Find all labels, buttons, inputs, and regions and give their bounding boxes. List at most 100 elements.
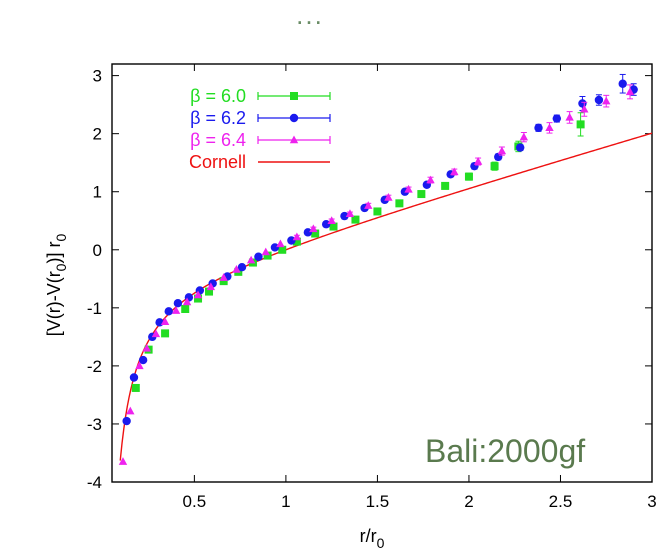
legend-marker-beta64 [257, 135, 331, 144]
data-point-series-2 [602, 96, 611, 105]
data-point-series-2 [384, 193, 393, 201]
y-tick-label: 0 [93, 241, 102, 260]
legend-point [289, 135, 299, 144]
data-point-series-2 [142, 343, 151, 352]
data-point-series-0 [292, 237, 301, 246]
data-point-series-2 [580, 104, 589, 113]
x-tick-label: 3 [647, 492, 656, 511]
data-point-series-1 [321, 220, 331, 229]
data-point-series-2 [219, 273, 228, 281]
data-point-series-0 [131, 383, 140, 392]
data-point-series-0 [205, 287, 214, 296]
legend-marker-beta60 [257, 92, 331, 100]
data-point-series-0 [329, 222, 338, 231]
data-point-series-1 [552, 114, 562, 123]
data-point-series-0 [263, 251, 272, 260]
axis-ticks [112, 64, 653, 483]
data-point-series-2 [327, 216, 336, 224]
data-point-series-2 [519, 132, 529, 141]
data-point-series-2 [232, 265, 241, 273]
data-point-series-2 [625, 87, 635, 96]
data-point-series-0 [576, 120, 585, 129]
y-tick-label: -1 [87, 299, 102, 318]
y-tick-label: 3 [93, 67, 102, 86]
data-point-series-0 [194, 294, 203, 303]
data-point-series-2 [450, 167, 459, 176]
data-point-series-2 [404, 184, 413, 193]
data-point-series-2 [426, 175, 435, 184]
data-point-series-0 [373, 207, 382, 216]
x-tick-label: 1 [281, 492, 290, 511]
y-axis-label: [V(r)-V(r0)] r0 [44, 234, 69, 337]
data-point-series-2 [135, 361, 144, 370]
data-point-series-1 [254, 252, 263, 261]
data-point-series-2 [292, 232, 302, 241]
data-point-series-1 [516, 143, 525, 152]
data-point-series-2 [261, 247, 270, 256]
data-point-series-2 [565, 112, 574, 121]
data-point-series-2 [171, 306, 181, 314]
data-point-series-2 [246, 255, 256, 264]
data-point-series-0 [490, 162, 499, 171]
data-point-series-1 [534, 123, 543, 133]
y-tick-labels: -4 -3 -2 -1 0 1 2 3 [87, 67, 102, 492]
data-point-series-2 [126, 406, 135, 415]
data-point-series-2 [151, 329, 161, 338]
y-tick-label: -3 [87, 415, 102, 434]
ellipsis-text: ... [296, 0, 324, 30]
data-point-series-1 [340, 211, 349, 221]
data-point-series-0 [351, 215, 360, 224]
x-tick-label: 1.5 [366, 492, 390, 511]
data-point-series-0 [417, 190, 426, 199]
plot-frame [111, 63, 653, 483]
data-point-series-2 [545, 123, 554, 132]
legend-label-beta64: β = 6.4 [190, 130, 246, 150]
x-tick-label: 2.5 [549, 492, 573, 511]
data-point-series-0 [395, 199, 404, 208]
data-point-series-1 [594, 95, 604, 105]
x-tick-label: 0.5 [183, 492, 207, 511]
legend-label-beta62: β = 6.2 [190, 108, 246, 128]
data-point-series-0 [278, 245, 287, 254]
data-point-series-1 [129, 373, 139, 382]
y-tick-label: 2 [93, 125, 102, 144]
data-point-series-1 [164, 307, 173, 316]
y-tick-label: -2 [87, 357, 102, 376]
data-point-series-2 [364, 201, 373, 209]
data-point-series-0 [441, 181, 450, 190]
data-point-series-0 [464, 172, 473, 181]
data-point-series-2 [276, 239, 285, 248]
data-point-series-2 [473, 157, 483, 165]
legend-marker-beta62 [257, 113, 331, 123]
y-tick-label: -4 [87, 473, 102, 492]
data-point-series-1 [237, 262, 247, 272]
y-tick-label: 1 [93, 183, 102, 202]
data-point-series-0 [219, 277, 228, 286]
data-point-series-2 [345, 209, 355, 217]
data-point-series-1 [270, 243, 280, 252]
x-tick-label: 2 [464, 492, 473, 511]
data-point-series-1 [578, 99, 587, 108]
x-tick-labels: 0.5 1 1.5 2 2.5 3 [183, 492, 657, 511]
data-point-series-2 [309, 224, 318, 233]
data-point-series-1 [138, 355, 148, 365]
data-point-series-1 [287, 236, 296, 245]
data-point-series-0 [181, 304, 190, 313]
data-point-series-2 [118, 457, 128, 465]
legend: β = 6.0 β = 6.2 β = 6.4 Cornell [189, 86, 331, 172]
legend-label-beta60: β = 6.0 [190, 86, 246, 106]
watermark-label: Bali:2000gf [417, 432, 594, 472]
data-point-series-2 [160, 317, 170, 325]
legend-point [290, 92, 298, 100]
data-point-series-1 [618, 79, 627, 88]
data-point-series-1 [173, 298, 183, 308]
data-point-series-2 [497, 146, 507, 155]
data-point-series-2 [182, 297, 192, 306]
data-point-series-1 [122, 416, 131, 426]
data-point-series-0 [311, 229, 320, 238]
legend-point [289, 113, 299, 123]
x-axis-label: r/r0 [360, 526, 385, 551]
data-points [118, 73, 638, 465]
data-point-series-2 [206, 282, 216, 291]
